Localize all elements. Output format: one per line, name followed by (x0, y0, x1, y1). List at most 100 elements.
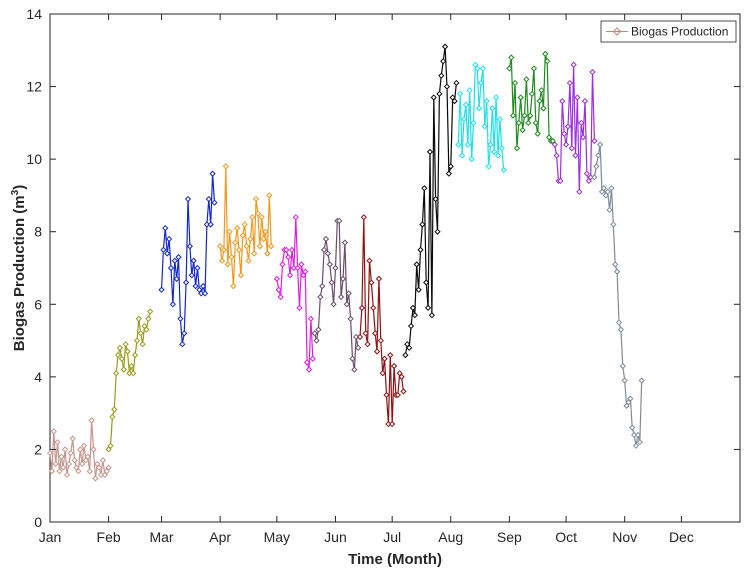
data-point (409, 304, 417, 312)
data-point (468, 156, 475, 163)
data-point (228, 254, 235, 261)
data-point (103, 468, 110, 475)
data-point (186, 243, 193, 250)
data-point (434, 228, 441, 235)
data-point (226, 228, 233, 235)
data-point (341, 239, 349, 246)
data-point (612, 261, 619, 268)
data-point (243, 243, 250, 250)
data-point (381, 355, 388, 362)
data-point (62, 446, 69, 453)
series-9 (455, 61, 507, 174)
x-tick-label: Jun (324, 529, 347, 545)
data-point (383, 391, 390, 399)
data-point (632, 442, 640, 449)
data-point (606, 206, 613, 214)
data-point (349, 355, 356, 362)
data-point (133, 337, 141, 344)
series-layer (46, 43, 645, 482)
data-point (94, 460, 101, 468)
data-point (545, 134, 553, 141)
data-point (268, 243, 275, 250)
y-tick-label: 8 (34, 224, 42, 240)
data-point (296, 304, 303, 312)
data-point (322, 235, 330, 243)
data-point (387, 351, 394, 359)
data-point (532, 119, 539, 126)
data-point (445, 170, 452, 177)
data-point (487, 141, 494, 148)
data-point (604, 188, 611, 195)
data-point (589, 68, 596, 76)
data-point (205, 195, 212, 203)
data-point (466, 87, 473, 94)
data-point (241, 221, 248, 228)
data-point (275, 286, 282, 293)
data-point (317, 293, 324, 301)
data-point (370, 304, 377, 312)
y-tick-label: 12 (26, 79, 42, 95)
data-point (564, 123, 572, 130)
x-tick-label: Jan (39, 529, 62, 545)
data-point (67, 449, 74, 457)
x-tick-label: May (264, 529, 290, 545)
data-point (192, 283, 199, 290)
data-point (553, 152, 560, 159)
data-point (260, 235, 267, 243)
data-point (619, 362, 626, 370)
data-point (625, 399, 632, 406)
data-point (235, 246, 243, 253)
legend-marker-icon (612, 27, 622, 36)
data-point (114, 351, 122, 359)
data-point (549, 137, 556, 145)
data-point (447, 163, 454, 170)
data-point (141, 322, 148, 330)
data-point (576, 188, 583, 195)
data-point (593, 163, 600, 170)
data-point (218, 257, 226, 264)
data-point (634, 431, 642, 439)
data-point (493, 94, 500, 101)
data-point (629, 424, 636, 431)
data-point (474, 65, 481, 72)
data-point (457, 90, 464, 97)
x-tick-label: Feb (97, 529, 121, 545)
data-point (462, 101, 469, 108)
data-point (513, 145, 521, 152)
data-point (470, 119, 477, 126)
data-point (623, 402, 630, 409)
data-point (90, 446, 97, 453)
data-point (568, 145, 575, 152)
series-6 (311, 217, 362, 373)
x-tick-label: Aug (438, 529, 463, 545)
series-1 (46, 417, 112, 482)
data-point (536, 97, 543, 105)
data-point (440, 58, 447, 65)
data-point (443, 83, 451, 90)
data-point (608, 185, 615, 192)
data-point (496, 116, 504, 123)
data-point (75, 468, 82, 475)
data-point (46, 449, 54, 457)
y-tick-label: 6 (34, 296, 42, 312)
data-point (286, 272, 294, 279)
data-point (477, 79, 485, 87)
data-point (237, 272, 245, 279)
data-point (406, 344, 413, 351)
data-point (460, 116, 468, 123)
data-point (315, 326, 322, 333)
data-point (135, 315, 142, 322)
data-point (328, 279, 335, 286)
data-point (283, 246, 290, 253)
data-point (124, 348, 131, 355)
data-point (181, 330, 188, 337)
y-tick-label: 10 (26, 151, 42, 167)
x-tick-label: Dec (669, 529, 694, 545)
data-point (585, 177, 592, 185)
data-point (56, 468, 63, 475)
data-point (523, 76, 530, 83)
data-point (398, 373, 405, 380)
series-line (404, 46, 457, 356)
data-point (602, 192, 609, 199)
data-point (230, 283, 237, 290)
